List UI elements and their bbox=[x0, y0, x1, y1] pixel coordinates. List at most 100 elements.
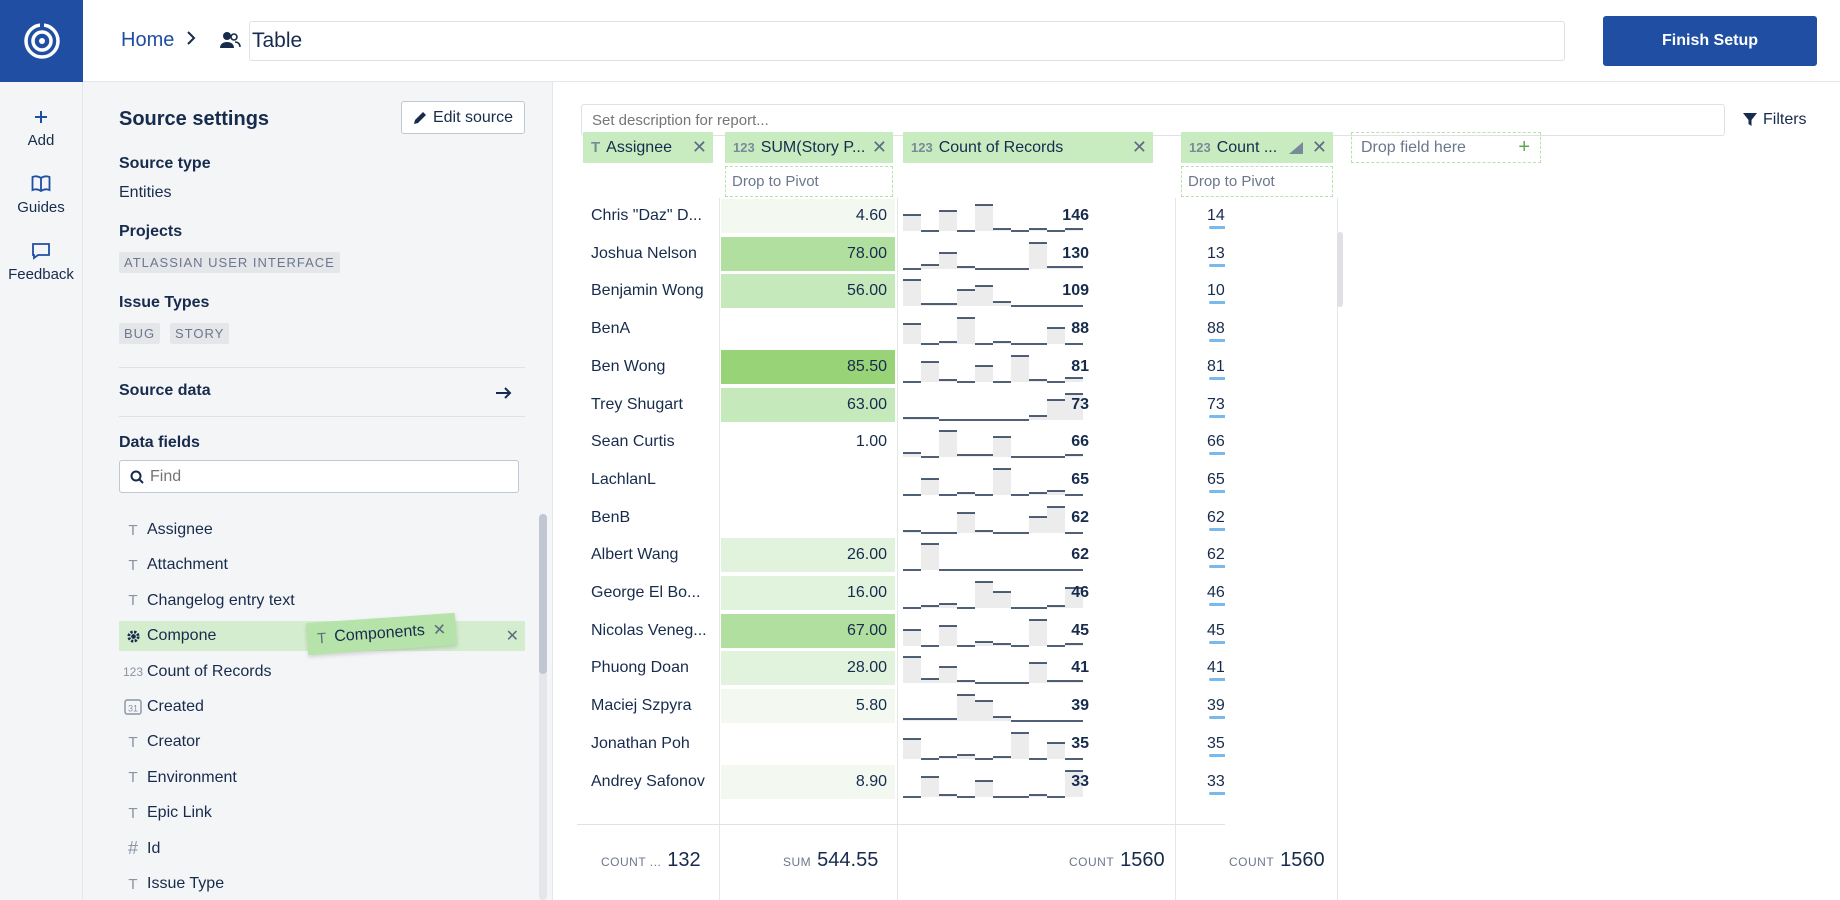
drop-to-pivot-zone[interactable]: Drop to Pivot bbox=[1181, 166, 1333, 197]
table-row[interactable]: Joshua Nelson 78.00 130 130 bbox=[577, 236, 1225, 273]
divider bbox=[119, 367, 525, 368]
bar-chart-icon[interactable] bbox=[1289, 142, 1303, 154]
rail-feedback-button[interactable]: Feedback bbox=[0, 238, 82, 283]
plus-icon[interactable]: + bbox=[1518, 136, 1530, 158]
histogram-line bbox=[903, 354, 1083, 383]
sparkline-histogram bbox=[903, 317, 1083, 345]
drop-field-zone[interactable]: Drop field here + bbox=[1351, 132, 1541, 163]
drop-to-pivot-zone[interactable]: Drop to Pivot bbox=[725, 166, 893, 197]
column-header-count-bar[interactable]: 123 Count ... ✕ bbox=[1181, 132, 1333, 163]
close-icon[interactable]: ✕ bbox=[432, 621, 447, 640]
report-title-input[interactable] bbox=[249, 21, 1565, 61]
cell-sum-story-points: 67.00 bbox=[721, 613, 895, 648]
count-data-bar bbox=[1209, 678, 1225, 682]
text-type-icon: T bbox=[128, 592, 138, 610]
sidebar-scrollbar-thumb[interactable] bbox=[539, 514, 547, 674]
histogram-bin bbox=[993, 229, 1011, 231]
close-icon[interactable]: ✕ bbox=[505, 628, 519, 646]
close-icon[interactable]: ✕ bbox=[871, 137, 887, 157]
sparkline-histogram bbox=[903, 430, 1083, 458]
drag-chip-label: Components bbox=[333, 622, 426, 646]
histogram-bin bbox=[921, 606, 939, 608]
close-icon[interactable]: ✕ bbox=[1311, 137, 1327, 157]
footer-count-records: COUNT 1560 bbox=[1069, 849, 1165, 872]
table-row[interactable]: Chris "Daz" D... 4.60 146 146 bbox=[577, 198, 1225, 235]
close-icon[interactable]: ✕ bbox=[691, 137, 707, 157]
table-row[interactable]: Ben Wong 85.50 81 81 bbox=[577, 349, 1225, 386]
histogram-bin bbox=[903, 417, 921, 420]
table-row[interactable]: Sean Curtis 1.00 66 66 bbox=[577, 424, 1225, 461]
data-field-item[interactable]: 31 Created bbox=[119, 692, 525, 722]
project-tag: ATLASSIAN USER INTERFACE bbox=[119, 252, 340, 273]
table-row[interactable]: Benjamin Wong 56.00 109 109 bbox=[577, 273, 1225, 310]
data-field-item[interactable]: # Id bbox=[119, 834, 525, 864]
histogram-bin bbox=[1047, 681, 1065, 684]
histogram-bin bbox=[1029, 492, 1047, 495]
data-field-item[interactable]: T Changelog entry text bbox=[119, 586, 525, 616]
data-field-item[interactable]: T Assignee bbox=[119, 515, 525, 545]
histogram-bin bbox=[993, 592, 1011, 608]
count-data-bar bbox=[1209, 565, 1225, 569]
count-data-bar bbox=[1209, 716, 1225, 720]
histogram-bin bbox=[921, 719, 939, 722]
cell-count-of-records: 109 bbox=[1062, 282, 1089, 300]
column-header-count-of-records[interactable]: 123 Count of Records ✕ bbox=[903, 132, 1153, 163]
table-scrollbar-thumb[interactable] bbox=[1337, 232, 1343, 307]
table-row[interactable]: BenA 88 88 bbox=[577, 311, 1225, 348]
table-row[interactable]: Maciej Szpyra 5.80 39 39 bbox=[577, 688, 1225, 725]
report-description-input[interactable] bbox=[581, 104, 1725, 136]
text-type-icon: T bbox=[128, 733, 138, 751]
arrow-right-icon[interactable] bbox=[496, 387, 512, 399]
rail-add-button[interactable]: Add bbox=[0, 104, 82, 149]
sparkline-histogram bbox=[903, 241, 1083, 270]
pencil-icon bbox=[413, 111, 426, 124]
source-data-link[interactable]: Source data bbox=[119, 382, 211, 399]
histogram-bin bbox=[1065, 770, 1083, 797]
histogram-bin bbox=[975, 286, 993, 307]
table-row[interactable]: Jonathan Poh 35 35 bbox=[577, 726, 1225, 763]
rail-guides-button[interactable]: Guides bbox=[0, 171, 82, 216]
count-data-bar bbox=[1209, 301, 1225, 305]
table-row[interactable]: Phuong Doan 28.00 41 41 bbox=[577, 650, 1225, 687]
cell-count-bar-value: 33 bbox=[1207, 772, 1225, 790]
histogram-bin bbox=[1011, 355, 1029, 382]
close-icon[interactable]: ✕ bbox=[1131, 137, 1147, 157]
column-header-sum-story-points[interactable]: 123 SUM(Story P... ✕ bbox=[725, 132, 893, 163]
column-divider bbox=[719, 198, 720, 900]
data-field-item[interactable]: 123 Count of Records bbox=[119, 657, 525, 687]
app-logo[interactable] bbox=[0, 0, 83, 82]
histogram-bin bbox=[921, 264, 939, 269]
table-row[interactable]: Albert Wang 26.00 62 62 bbox=[577, 537, 1225, 574]
table-row[interactable]: Trey Shugart 63.00 73 73 bbox=[577, 387, 1225, 424]
table-row[interactable]: BenB 62 62 bbox=[577, 500, 1225, 537]
table-row[interactable]: George El Bo... 16.00 46 46 bbox=[577, 575, 1225, 612]
edit-source-button[interactable]: Edit source bbox=[401, 101, 525, 134]
projects-label: Projects bbox=[119, 223, 183, 240]
data-field-item[interactable]: T Attachment bbox=[119, 550, 525, 580]
finish-setup-button[interactable]: Finish Setup bbox=[1603, 16, 1817, 66]
table-footer: COUNT ... 132 SUM 544.55 COUNT 1560 COUN… bbox=[577, 824, 1325, 900]
find-field-box bbox=[119, 460, 519, 493]
histogram-bin bbox=[957, 266, 975, 269]
column-header-assignee[interactable]: T Assignee ✕ bbox=[583, 132, 713, 163]
histogram-bin bbox=[903, 215, 921, 231]
breadcrumb-home-link[interactable]: Home bbox=[121, 29, 175, 51]
data-field-item[interactable]: T Epic Link bbox=[119, 798, 525, 828]
column-header-label: Count ... bbox=[1216, 138, 1278, 156]
data-field-item[interactable]: T Environment bbox=[119, 763, 525, 793]
data-field-item[interactable]: T Issue Type bbox=[119, 869, 525, 899]
count-data-bar bbox=[1209, 339, 1225, 343]
sidebar-scrollbar[interactable] bbox=[539, 514, 547, 900]
source-settings-sidebar: Source settings Edit source Source type … bbox=[83, 82, 553, 900]
count-data-bar bbox=[1209, 376, 1225, 380]
histogram-bin bbox=[903, 530, 921, 533]
find-input[interactable] bbox=[150, 461, 510, 492]
table-row[interactable]: LachlanL 65 65 bbox=[577, 462, 1225, 499]
cell-sum-story-points: 16.00 bbox=[721, 576, 895, 610]
cell-count-of-records: 146 bbox=[1062, 207, 1089, 224]
data-field-item[interactable]: T Creator bbox=[119, 727, 525, 757]
table-row[interactable]: Nicolas Veneg... 67.00 45 45 bbox=[577, 613, 1225, 650]
filters-button[interactable]: Filters bbox=[1743, 111, 1807, 129]
table-row[interactable]: Andrey Safonov 8.90 33 33 bbox=[577, 764, 1225, 801]
cell-count-bar-value: 146 bbox=[1207, 207, 1225, 224]
